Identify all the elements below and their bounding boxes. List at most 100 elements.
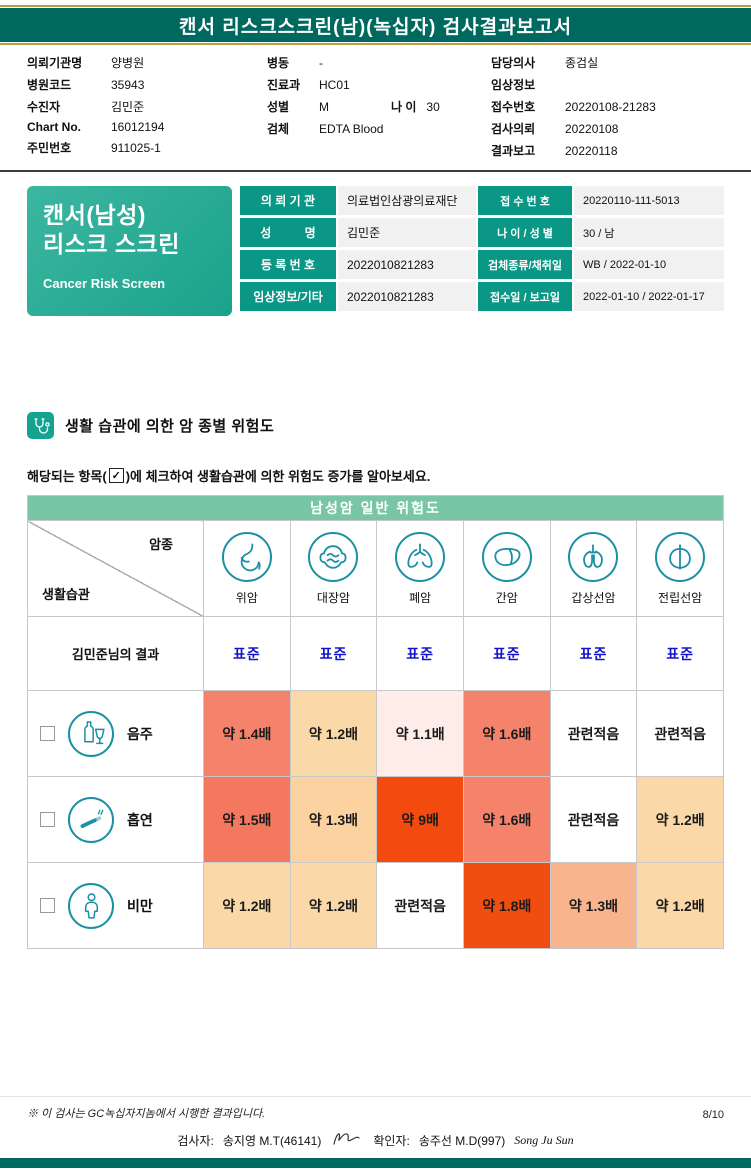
section-title: 생활 습관에 의한 암 종별 위험도 [65,418,275,435]
drink-icon [68,710,114,757]
field-label: 진료과 [267,78,301,92]
summary-band: 캔서(남성) 리스크 스크린 Cancer Risk Screen 의 뢰 기 … [0,172,751,316]
lifestyle-cell: 흡연 [27,776,204,863]
summary-row: 의 뢰 기 관 의료법인삼광의료재단 접 수 번 호 20220110-111-… [240,186,724,215]
field-value: EDTA Blood [319,122,384,136]
cancer-label: 전립선암 [658,590,703,605]
examiner-label: 검사자: [177,1134,214,1148]
bottom-accent-bar [0,1158,751,1168]
field-value: 16012194 [111,120,165,134]
cancer-label: 대장암 [316,590,351,605]
field-value: 20220118 [565,144,618,158]
result-value: 표준 [636,616,724,691]
corner-label-lifestyle: 생활습관 [42,587,90,602]
summary-label: 등 록 번 호 [240,250,336,279]
checkbox-drinking[interactable] [40,726,55,741]
checkbox-obesity[interactable] [40,898,55,913]
summary-row: 임상정보/기타 2022010821283 접수일 / 보고일 2022-01-… [240,282,724,311]
cigarette-icon [68,796,114,843]
verifier-name: 송주선 M.D(997) [418,1134,506,1148]
result-value: 표준 [289,616,378,691]
risk-cell: 약 1.2배 [636,862,724,949]
summary-value: 의료법인삼광의료재단 [338,186,476,215]
examiner-signature-icon [330,1129,364,1152]
person-icon [68,882,114,929]
info-row: 의뢰기관명 양병원 [27,54,267,71]
instruction-note: 해당되는 항목( ✓ )에 체크하여 생활습관에 의한 위험도 증가를 알아보세… [27,466,724,485]
page-footer: ※ 이 검사는 GC녹십자지놈에서 시행한 결과입니다. 8/10 검사자: 송… [0,1096,751,1157]
field-label: 주민번호 [27,141,72,155]
summary-label: 접 수 번 호 [478,186,572,215]
corner-label-cancer: 암종 [149,537,173,552]
patient-info-col1: 의뢰기관명 양병원 병원코드 35943 수진자 김민준 Chart No. 16012… [27,54,267,159]
field-label: 의뢰기관명 [27,56,83,70]
verifier-signature: Song Ju Sun [514,1133,574,1147]
info-row: 진료과 HC01 [267,76,491,93]
risk-cell: 관련적음 [636,690,724,777]
colon-icon [308,531,359,582]
risk-cell: 약 1.3배 [289,776,378,863]
summary-label: 성 명 [240,218,336,247]
title-bar: 캔서 리스크스크린(남)(녹십자) 검사결과보고서 [0,8,751,42]
result-value: 표준 [462,616,551,691]
patient-info-col3: 담당의사 종검실 임상정보 접수번호 20220108-21283 검사의뢰 2022… [491,54,724,159]
info-row: 담당의사 종검실 [491,54,724,71]
lifestyle-label: 비만 [127,897,153,914]
risk-cell: 약 1.1배 [376,690,464,777]
patient-info-col2: 병동 - 진료과 HC01 성별 M 나 이 30 검체 EDTA Blood [267,54,491,159]
stethoscope-icon [27,412,54,439]
field-label: 검체 [267,122,290,136]
cancer-column: 폐암 [376,520,464,617]
field-label: 담당의사 [491,56,536,70]
summary-label: 접수일 / 보고일 [478,282,572,311]
cancer-header-row: 암종 생활습관 위암 [27,520,724,617]
summary-label: 나 이 / 성 별 [478,218,572,247]
summary-value: 2022-01-10 / 2022-01-17 [574,282,724,311]
field-value: 양병원 [111,56,145,70]
risk-cell: 약 1.2배 [289,862,378,949]
cancer-column: 전립선암 [636,520,724,617]
info-row: 검사의뢰 20220108 [491,120,724,137]
cancer-column: 갑상선암 [549,520,638,617]
info-row: 병원코드 35943 [27,76,267,93]
checkbox-smoking[interactable] [40,812,55,827]
summary-value: WB / 2022-01-10 [574,250,724,279]
prostate-icon [655,531,706,582]
risk-cell: 약 1.5배 [203,776,291,863]
summary-row: 등 록 번 호 2022010821283 검체종류/채취일 WB / 2022… [240,250,724,279]
field-value: 종검실 [565,56,599,70]
field-label: 검사의뢰 [491,122,536,136]
result-row-label: 김민준님의 결과 [27,616,204,691]
signature-line: 검사자: 송지영 M.T(46141) 확인자: 송주선 M.D(997) So… [0,1129,751,1157]
field-label: 임상정보 [491,78,536,92]
card-title-line1: 캔서(남성) [43,202,146,228]
field-label: 병동 [267,56,290,70]
summary-value: 김민준 [338,218,476,247]
risk-table: 남성암 일반 위험도 암종 생활습관 위암 [27,495,724,949]
summary-value: 2022010821283 [338,282,476,311]
summary-label: 의 뢰 기 관 [240,186,336,215]
summary-label: 임상정보/기타 [240,282,336,311]
section-header: 생활 습관에 의한 암 종별 위험도 [27,412,724,439]
field-value: 30 [426,100,440,114]
thyroid-icon [568,531,619,582]
checkbox-checked-icon: ✓ [108,468,124,483]
risk-cell: 약 1.2배 [203,862,291,949]
footer-note-row: ※ 이 검사는 GC녹십자지놈에서 시행한 결과입니다. 8/10 [0,1096,751,1129]
field-label: 결과보고 [491,144,536,158]
table-row: 음주 약 1.4배 약 1.2배 약 1.1배 약 1.6배 관련적음 관련적음 [27,690,724,777]
risk-cell: 약 1.3배 [549,862,638,949]
summary-value: 30 / 남 [574,218,724,247]
note-text: )에 체크하여 생활습관에 의한 위험도 증가를 알아보세요. [125,469,431,484]
info-row: Chart No. 16012194 [27,120,267,134]
result-row: 김민준님의 결과 표준 표준 표준 표준 표준 표준 [27,616,724,691]
liver-icon [481,531,532,582]
test-title-card: 캔서(남성) 리스크 스크린 Cancer Risk Screen [27,186,232,316]
risk-section: 생활 습관에 의한 암 종별 위험도 해당되는 항목( ✓ )에 체크하여 생활… [0,412,751,949]
info-row: 접수번호 20220108-21283 [491,98,724,115]
cancer-column: 위암 [203,520,291,617]
field-value: HC01 [319,78,350,92]
info-row: 결과보고 20220118 [491,142,724,159]
risk-cell: 약 9배 [376,776,464,863]
